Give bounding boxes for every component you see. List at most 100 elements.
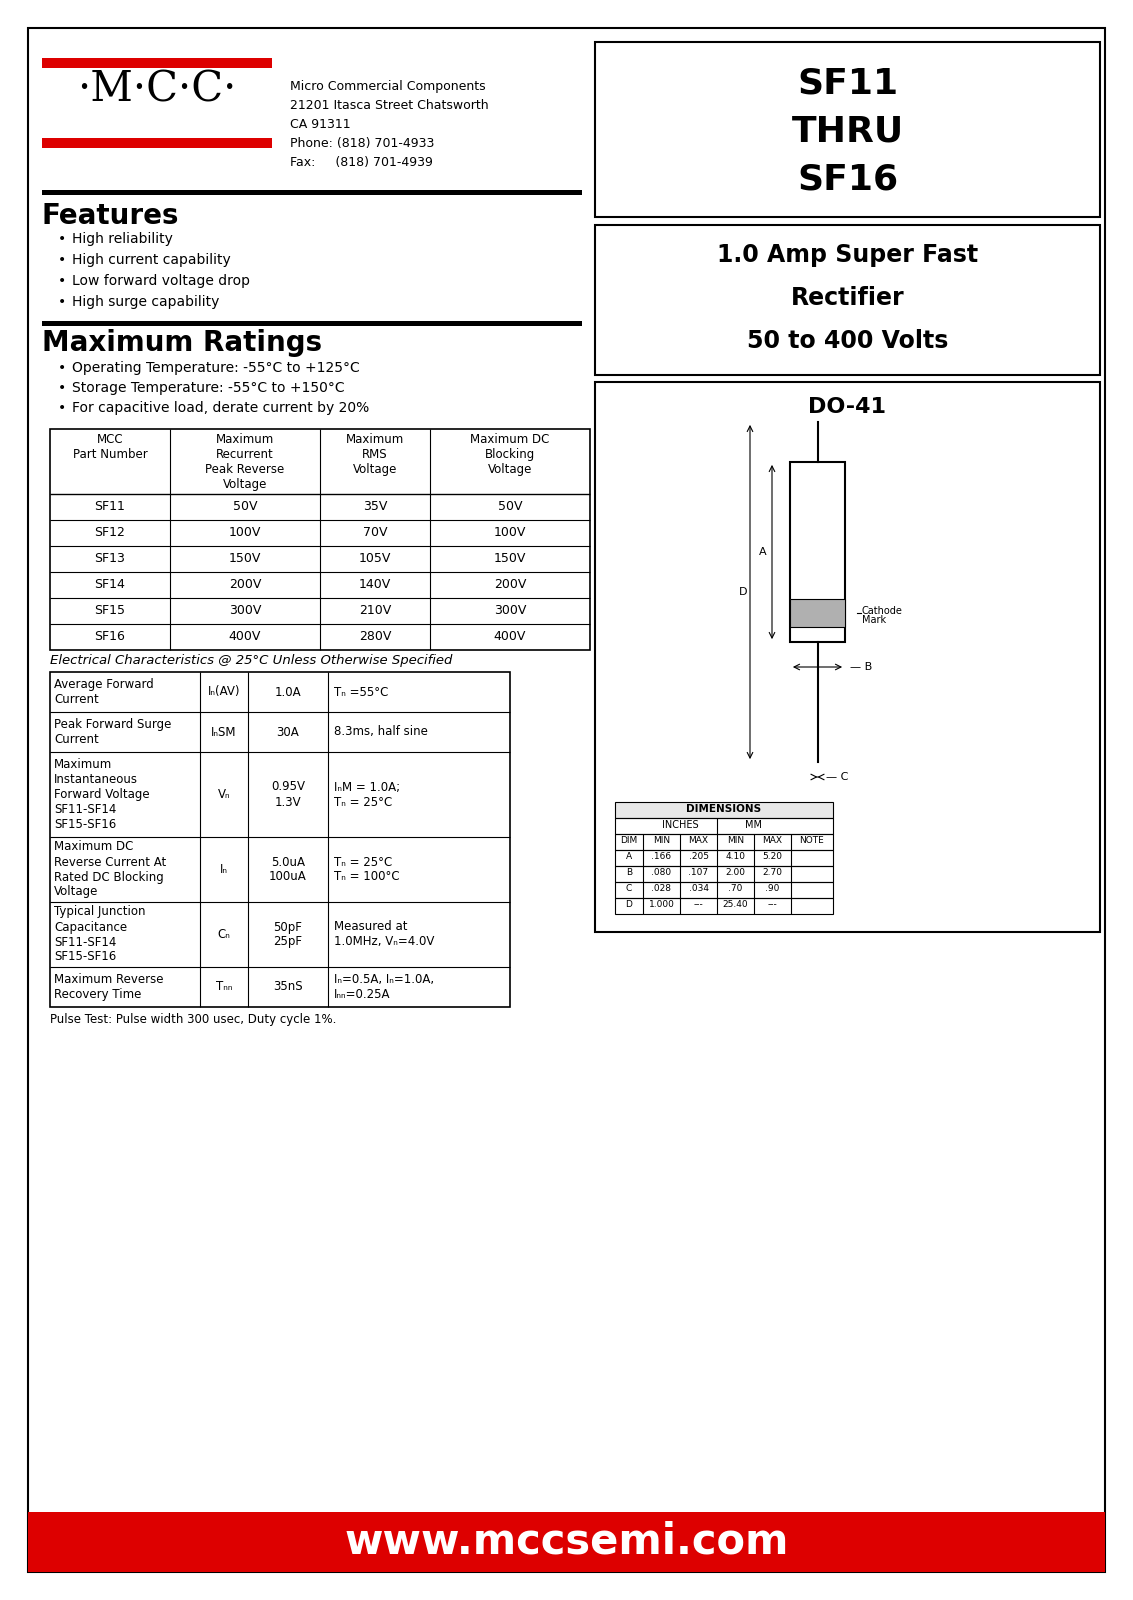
Text: DIM: DIM [621,835,638,845]
Bar [615,866,833,882]
Text: Maximum Ratings: Maximum Ratings [42,330,322,357]
Text: ·M·C·C·: ·M·C·C· [77,67,237,110]
Text: ---: --- [693,899,704,909]
Text: 50V: 50V [232,501,257,514]
Bar [615,818,833,834]
Text: 1.0 Amp Super Fast: 1.0 Amp Super Fast [717,243,978,267]
Text: 25.40: 25.40 [723,899,748,909]
Text: 35nS: 35nS [273,981,303,994]
Text: 21201 Itasca Street Chatsworth: 21201 Itasca Street Chatsworth [290,99,488,112]
Text: 200V: 200V [494,579,526,592]
Text: •: • [58,381,66,395]
Text: 0.95V
1.3V: 0.95V 1.3V [271,781,305,808]
Bar [615,802,833,818]
Text: D: D [625,899,632,909]
Text: A: A [759,547,767,557]
Bar [595,226,1100,374]
Text: Tₙ = 25°C
Tₙ = 100°C: Tₙ = 25°C Tₙ = 100°C [334,856,400,883]
Text: Pulse Test: Pulse width 300 usec, Duty cycle 1%.: Pulse Test: Pulse width 300 usec, Duty c… [50,1013,337,1026]
Text: SF11: SF11 [796,67,898,101]
Text: •: • [58,294,66,309]
Text: .70: .70 [729,883,743,893]
Text: MM: MM [746,819,763,830]
Text: Cathode: Cathode [862,606,903,616]
Text: 70V: 70V [363,526,387,539]
Text: MCC
Part Number: MCC Part Number [73,434,147,461]
Text: 100V: 100V [494,526,526,539]
Text: Operating Temperature: -55°C to +125°C: Operating Temperature: -55°C to +125°C [73,362,360,374]
Text: Vₙ: Vₙ [218,787,230,802]
Text: •: • [58,253,66,267]
Text: SF12: SF12 [94,526,126,539]
Text: Storage Temperature: -55°C to +150°C: Storage Temperature: -55°C to +150°C [73,381,344,395]
Text: SF16: SF16 [796,163,898,197]
Text: High surge capability: High surge capability [73,294,220,309]
Text: .166: .166 [651,851,672,861]
Text: Micro Commercial Components: Micro Commercial Components [290,80,486,93]
Text: A: A [625,851,632,861]
Bar [42,190,582,195]
Text: .080: .080 [651,867,672,877]
Text: 50 to 400 Volts: 50 to 400 Volts [747,330,948,354]
Text: Typical Junction
Capacitance
SF11-SF14
SF15-SF16: Typical Junction Capacitance SF11-SF14 S… [54,906,145,963]
Text: IₙSM: IₙSM [211,725,237,739]
Bar [50,429,590,650]
Text: •: • [58,274,66,288]
Text: 5.0uA
100uA: 5.0uA 100uA [270,856,307,883]
Text: Cₙ: Cₙ [218,928,230,941]
Text: DO-41: DO-41 [809,397,886,418]
Text: C: C [625,883,632,893]
Text: SF15: SF15 [94,605,126,618]
Text: — C: — C [826,773,847,782]
Text: Maximum
RMS
Voltage: Maximum RMS Voltage [346,434,404,477]
Text: 50pF
25pF: 50pF 25pF [273,920,303,949]
Text: www.mccsemi.com: www.mccsemi.com [344,1522,789,1563]
Text: .028: .028 [651,883,672,893]
Bar [615,834,833,850]
Text: DIMENSIONS: DIMENSIONS [687,803,761,814]
Text: SF14: SF14 [94,579,126,592]
Text: 2.70: 2.70 [763,867,783,877]
Text: NOTE: NOTE [800,835,825,845]
Bar [595,382,1100,931]
Text: D: D [739,587,747,597]
Text: Peak Forward Surge
Current: Peak Forward Surge Current [54,718,171,746]
Text: .205: .205 [689,851,708,861]
Text: MIN: MIN [727,835,744,845]
Text: Tₙₙ: Tₙₙ [215,981,232,994]
Text: 4.10: 4.10 [725,851,746,861]
Bar [42,58,272,67]
Text: ---: --- [768,899,777,909]
Text: 2.00: 2.00 [725,867,746,877]
Text: Tₙ =55°C: Tₙ =55°C [334,685,389,699]
Text: 8.3ms, half sine: 8.3ms, half sine [334,725,428,739]
Bar [790,598,845,627]
Text: .034: .034 [689,883,708,893]
Text: 150V: 150V [494,552,526,565]
Text: Electrical Characteristics @ 25°C Unless Otherwise Specified: Electrical Characteristics @ 25°C Unless… [50,654,452,667]
Text: 1.000: 1.000 [648,899,674,909]
Text: 35V: 35V [363,501,387,514]
Bar [615,850,833,866]
Text: Fax:     (818) 701-4939: Fax: (818) 701-4939 [290,157,433,170]
Bar [615,882,833,898]
Text: 210V: 210V [359,605,391,618]
Text: Measured at
1.0MHz, Vₙ=4.0V: Measured at 1.0MHz, Vₙ=4.0V [334,920,434,949]
Text: SF11: SF11 [94,501,126,514]
Text: Iₙ=0.5A, Iₙ=1.0A,
Iₙₙ=0.25A: Iₙ=0.5A, Iₙ=1.0A, Iₙₙ=0.25A [334,973,434,1002]
Text: 300V: 300V [229,605,262,618]
Text: Low forward voltage drop: Low forward voltage drop [73,274,250,288]
Text: 50V: 50V [497,501,522,514]
Text: Rectifier: Rectifier [791,286,904,310]
Text: IₙM = 1.0A;
Tₙ = 25°C: IₙM = 1.0A; Tₙ = 25°C [334,781,400,808]
Bar [595,42,1100,218]
Text: 200V: 200V [229,579,262,592]
Text: MIN: MIN [653,835,670,845]
Text: For capacitive load, derate current by 20%: For capacitive load, derate current by 2… [73,402,369,414]
Text: Maximum
Recurrent
Peak Reverse
Voltage: Maximum Recurrent Peak Reverse Voltage [205,434,284,491]
Text: 280V: 280V [359,630,391,643]
Text: .107: .107 [689,867,708,877]
Text: MAX: MAX [689,835,708,845]
Text: Maximum
Instantaneous
Forward Voltage
SF11-SF14
SF15-SF16: Maximum Instantaneous Forward Voltage SF… [54,758,150,830]
Bar [615,898,833,914]
